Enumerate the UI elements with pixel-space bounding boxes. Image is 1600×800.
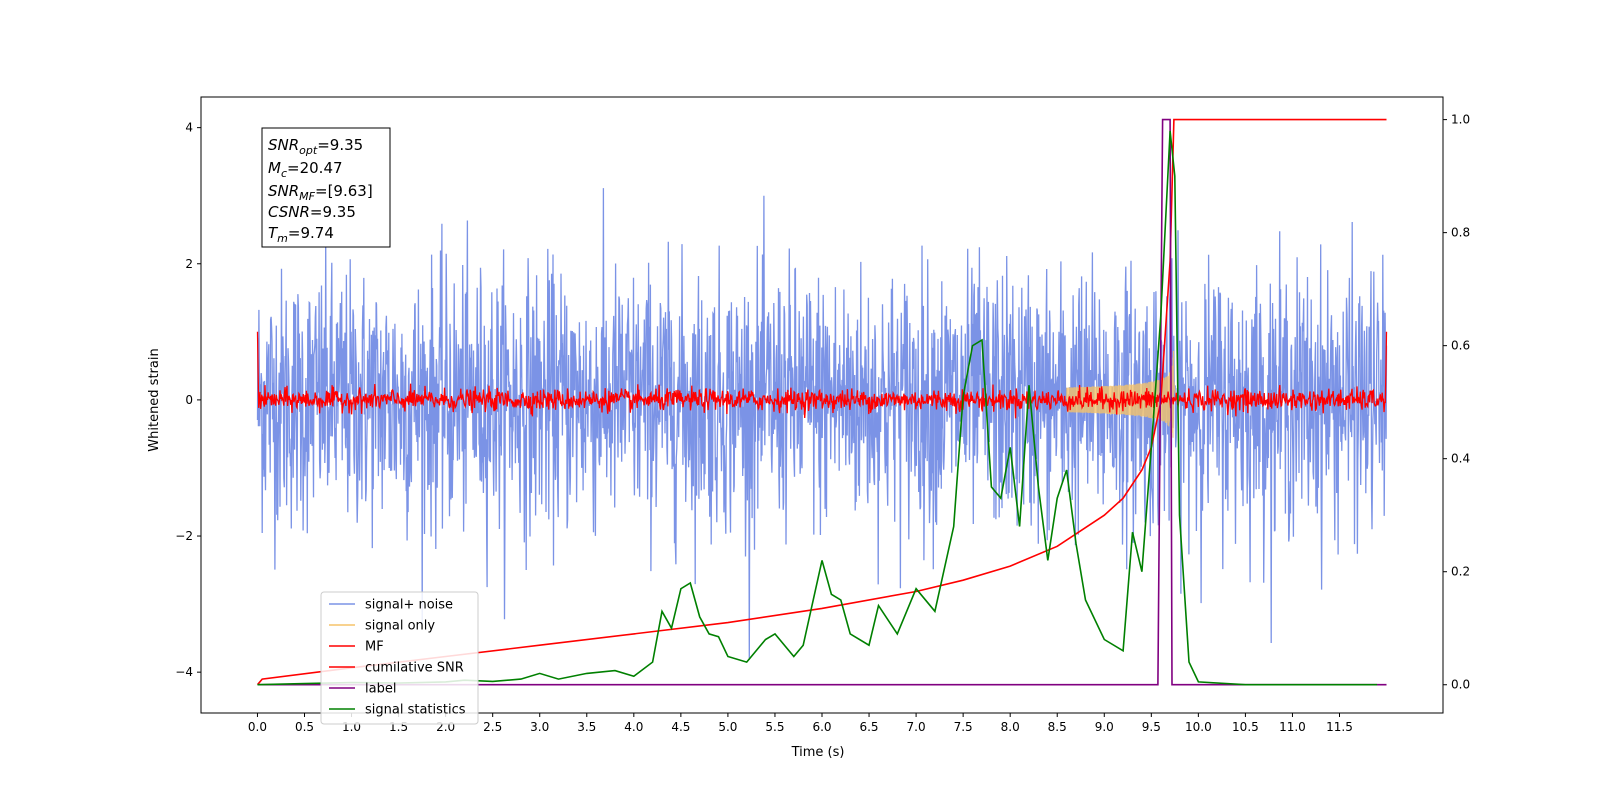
y-tick-label: 4 [185,121,193,135]
x-tick-label: 8.0 [1001,720,1020,734]
snr-opt-text: SNRopt=9.35 [268,136,363,157]
x-tick-label: 0.5 [295,720,314,734]
x-tick-label: 5.5 [765,720,784,734]
x-tick-label: 5.0 [718,720,737,734]
x-tick-label: 8.5 [1048,720,1067,734]
y-tick-label: −2 [175,529,193,543]
signal-noise-line [256,188,1388,660]
x-tick-label: 4.0 [624,720,643,734]
y-tick-label: 2 [185,257,193,271]
legend-label: label [365,682,396,697]
x-tick-label: 11.5 [1326,720,1353,734]
label-line [257,118,1387,686]
x-tick-label: 9.0 [1095,720,1114,734]
mc-text: Mc=20.47 [268,159,343,180]
mf-line [256,331,1388,419]
legend-box [320,591,479,725]
annotation-box: SNRopt=9.35 Mc=20.47 SNRMF=[9.63] CSNR=9… [261,127,391,248]
x-tick-label: 10.5 [1232,720,1259,734]
y2-tick-label: 0.0 [1451,678,1470,692]
y-tick-label: −4 [175,665,193,679]
x-axis: 0.0 0.5 1.0 1.5 2.0 2.5 3.0 3.5 4.0 4.5 5.0 5.5 6.0 6… [248,713,1353,734]
cumilative-snr-line [256,118,1387,686]
legend-label: signal statistics [365,703,466,718]
plot-area [256,118,1388,686]
legend-label: cumilative SNR [365,661,464,676]
y-tick-label: 0 [185,393,193,407]
y2-tick-label: 0.8 [1451,226,1470,240]
snr-mf-text: SNRMF=[9.63] [268,182,373,203]
x-tick-label: 10.0 [1185,720,1212,734]
x-tick-label: 2.5 [483,720,502,734]
x-tick-label: 7.5 [954,720,973,734]
y2-tick-label: 0.4 [1451,452,1470,466]
x-tick-label: 0.0 [248,720,267,734]
x-axis-label: Time (s) [791,745,845,760]
x-tick-label: 9.5 [1142,720,1161,734]
y-axis-label: Whitened strain [147,348,162,451]
x-tick-label: 6.5 [859,720,878,734]
y-axis-right: 1.0 0.8 0.6 0.4 0.2 0.0 [1443,113,1470,692]
tm-text: Tm=9.74 [268,224,334,245]
x-tick-label: 4.5 [671,720,690,734]
y-axis-left: 4 2 0 −2 −4 [175,121,201,679]
legend-label: signal+ noise [365,598,453,613]
x-tick-label: 3.5 [577,720,596,734]
y2-tick-label: 0.2 [1451,565,1470,579]
legend-label: signal only [365,619,435,634]
signal-statistics-line [257,130,1378,686]
x-tick-label: 3.0 [530,720,549,734]
csnr-text: CSNR=9.35 [268,203,356,221]
x-tick-label: 7.0 [907,720,926,734]
x-tick-label: 11.0 [1279,720,1306,734]
legend-label: MF [365,640,384,655]
x-tick-label: 6.0 [812,720,831,734]
y2-tick-label: 1.0 [1451,113,1470,127]
legend: signal+ noise signal only MF cumilative SNR… [320,591,479,725]
y2-tick-label: 0.6 [1451,339,1470,353]
